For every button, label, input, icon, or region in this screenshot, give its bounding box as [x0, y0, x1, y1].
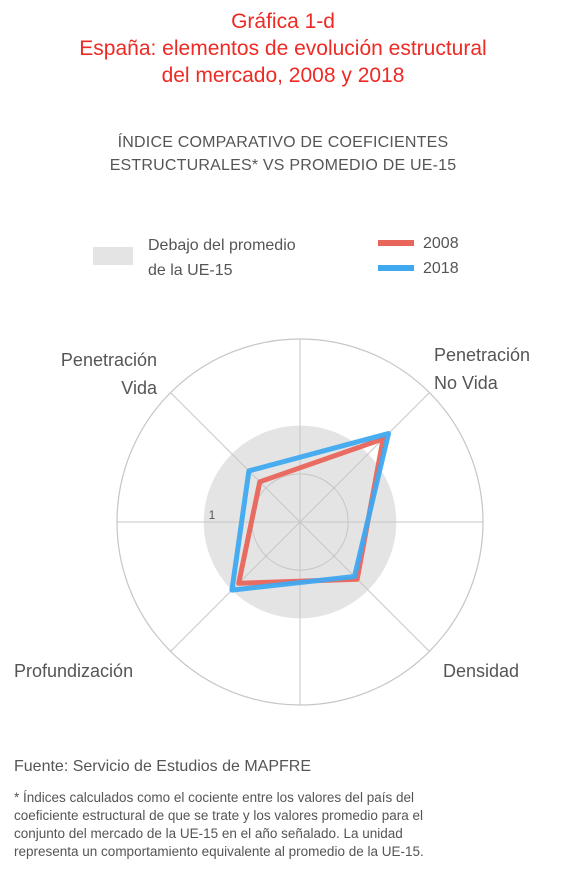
axis-label-penetracion-no-vida-line1: Penetración — [434, 345, 531, 365]
series-layer — [229, 431, 391, 593]
axis-label-densidad: Densidad — [443, 657, 519, 685]
footnote-line4: representa un comportamiento equivalente… — [14, 844, 424, 859]
tick-label-layer: 1 — [209, 508, 216, 522]
axis-label-penetracion-vida-line1: Penetración — [60, 350, 157, 370]
footnote-line1: * Índices calculados como el cociente en… — [14, 790, 414, 805]
chart-title-line1: Gráfica 1-d — [231, 10, 335, 33]
axis-label-penetracion-vida: Penetración Vida — [61, 346, 157, 402]
footnote: * Índices calculados como el cociente en… — [14, 789, 554, 861]
chart-title: Gráfica 1-d España: elementos de evoluci… — [0, 8, 566, 89]
chart-title-line3: del mercado, 2008 y 2018 — [161, 64, 405, 87]
axis-label-penetracion-no-vida-line2: No Vida — [434, 373, 498, 393]
axis-label-profundizacion: Profundización — [14, 657, 133, 685]
series-2018-line — [229, 431, 391, 593]
axis-label-densidad-line1: Densidad — [443, 661, 520, 681]
axis-label-penetracion-vida-line2: Vida — [121, 378, 157, 398]
footnote-line3: conjunto del mercado de la UE-15 en el a… — [14, 826, 403, 841]
source-note: Fuente: Servicio de Estudios de MAPFRE — [14, 758, 312, 775]
chart-subtitle: ÍNDICE COMPARATIVO DE COEFICIENTES ESTRU… — [0, 131, 566, 177]
chart-title-line2: España: elementos de evolución estructur… — [79, 37, 487, 60]
grid-layer — [116, 338, 484, 706]
tick-label-1: 1 — [209, 508, 216, 522]
footnote-line2: coeficiente estructural de que se trate … — [14, 808, 423, 823]
chart-subtitle-line2: ESTRUCTURALES* VS PROMEDIO DE UE-15 — [109, 157, 457, 174]
axis-label-penetracion-no-vida: Penetración No Vida — [434, 341, 530, 397]
chart-subtitle-line1: ÍNDICE COMPARATIVO DE COEFICIENTES — [117, 134, 449, 151]
axis-label-profundizacion-line1: Profundización — [14, 661, 134, 681]
